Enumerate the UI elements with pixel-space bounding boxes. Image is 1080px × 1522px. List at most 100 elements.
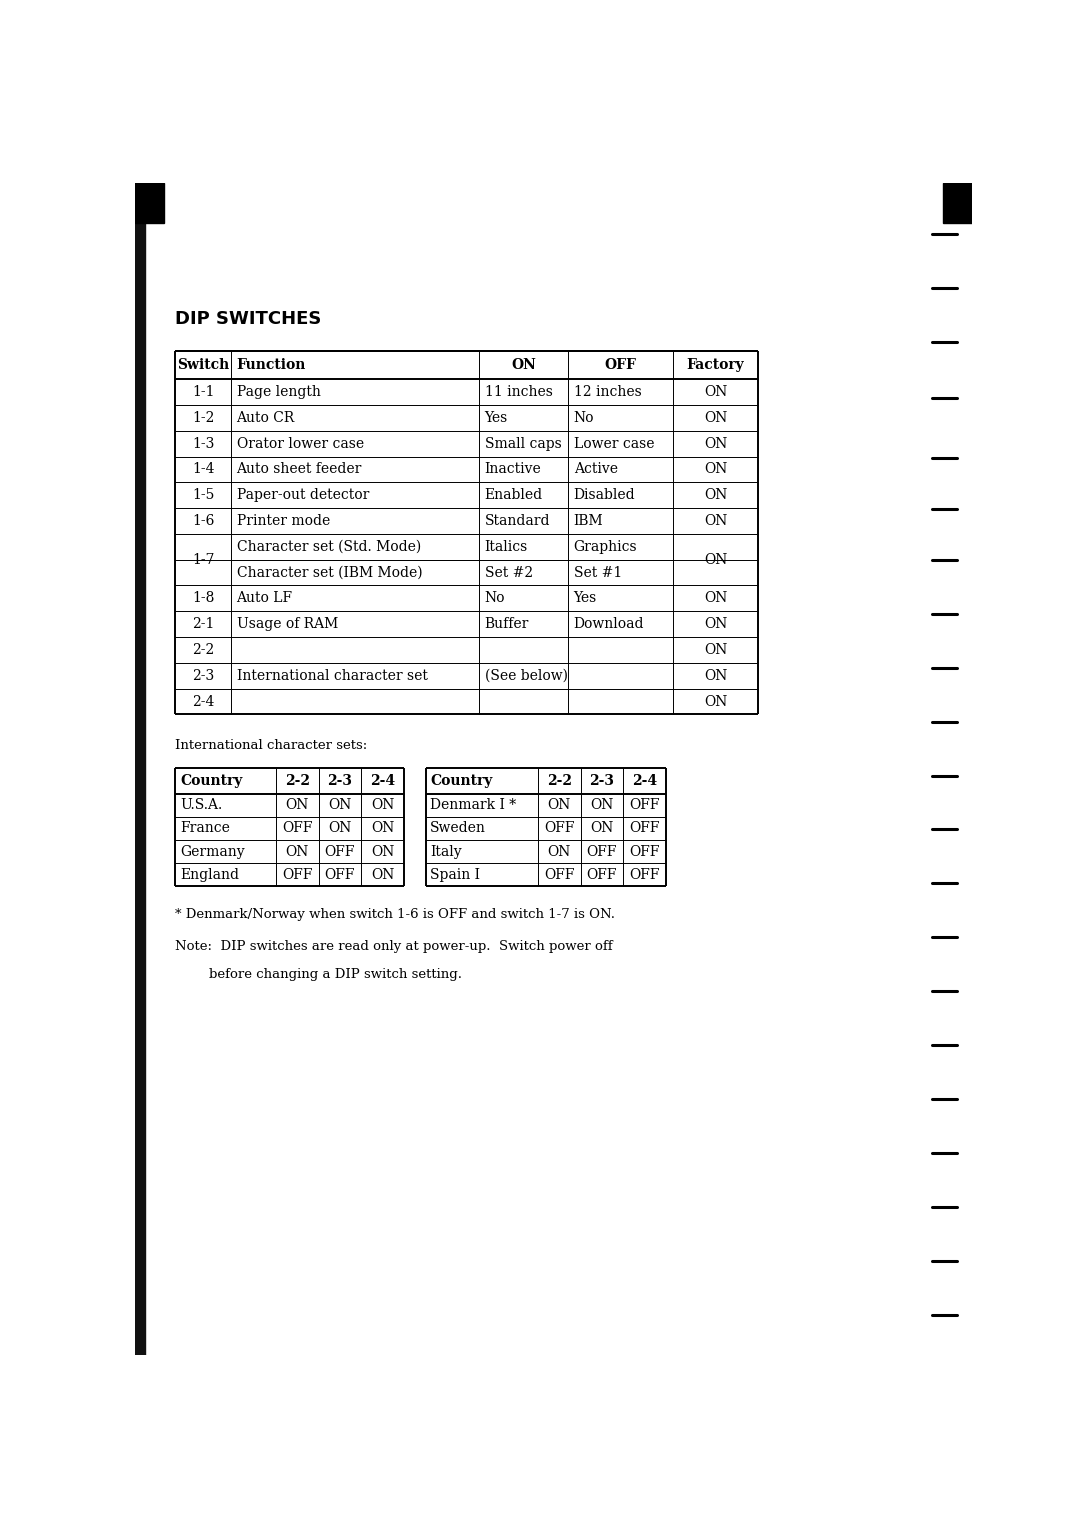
- Text: ON: ON: [704, 411, 727, 425]
- Text: Sweden: Sweden: [430, 822, 486, 836]
- Text: 1-6: 1-6: [192, 514, 215, 528]
- Text: Character set (Std. Mode): Character set (Std. Mode): [237, 540, 421, 554]
- Text: International character set: International character set: [237, 668, 428, 683]
- Text: 1-3: 1-3: [192, 437, 215, 451]
- Text: Usage of RAM: Usage of RAM: [237, 618, 338, 632]
- Text: Orator lower case: Orator lower case: [237, 437, 364, 451]
- Text: Set #2: Set #2: [485, 566, 532, 580]
- Text: 2-2: 2-2: [285, 775, 310, 788]
- Text: 1-4: 1-4: [192, 463, 215, 476]
- Text: 1-2: 1-2: [192, 411, 215, 425]
- Text: Germany: Germany: [180, 845, 244, 858]
- Text: Buffer: Buffer: [485, 618, 529, 632]
- Text: Page length: Page length: [237, 385, 321, 399]
- Text: England: England: [180, 868, 239, 881]
- Text: Active: Active: [573, 463, 618, 476]
- Text: ON: ON: [286, 799, 309, 813]
- Text: Graphics: Graphics: [573, 540, 637, 554]
- Text: 2-1: 2-1: [192, 618, 215, 632]
- Text: Download: Download: [573, 618, 644, 632]
- Text: OFF: OFF: [325, 868, 355, 881]
- Text: Printer mode: Printer mode: [237, 514, 329, 528]
- Text: 2-3: 2-3: [192, 668, 214, 683]
- Text: 1-8: 1-8: [192, 592, 215, 606]
- Text: Italy: Italy: [430, 845, 462, 858]
- Text: OFF: OFF: [544, 868, 575, 881]
- Text: France: France: [180, 822, 230, 836]
- Text: 1-5: 1-5: [192, 489, 215, 502]
- Text: ON: ON: [704, 489, 727, 502]
- Text: ON: ON: [704, 618, 727, 632]
- Text: Enabled: Enabled: [485, 489, 542, 502]
- Text: ON: ON: [370, 822, 394, 836]
- Text: OFF: OFF: [586, 868, 617, 881]
- Text: ON: ON: [704, 385, 727, 399]
- Text: ON: ON: [370, 868, 394, 881]
- Text: Lower case: Lower case: [573, 437, 654, 451]
- Text: OFF: OFF: [586, 845, 617, 858]
- Text: Small caps: Small caps: [485, 437, 562, 451]
- Text: ON: ON: [591, 799, 613, 813]
- Text: OFF: OFF: [630, 845, 660, 858]
- Text: Factory: Factory: [687, 358, 744, 373]
- Text: Auto sheet feeder: Auto sheet feeder: [237, 463, 362, 476]
- Text: Country: Country: [180, 775, 242, 788]
- Text: 2-2: 2-2: [546, 775, 571, 788]
- Text: No: No: [485, 592, 505, 606]
- Text: ON: ON: [511, 358, 536, 373]
- Text: 2-3: 2-3: [327, 775, 352, 788]
- Bar: [135, 183, 164, 222]
- Text: ON: ON: [370, 799, 394, 813]
- Text: ON: ON: [328, 799, 352, 813]
- Text: ON: ON: [704, 463, 727, 476]
- Text: Disabled: Disabled: [573, 489, 635, 502]
- Text: ON: ON: [704, 668, 727, 683]
- Text: Function: Function: [237, 358, 306, 373]
- Text: Denmark I *: Denmark I *: [430, 799, 516, 813]
- Text: ON: ON: [704, 437, 727, 451]
- Text: Switch: Switch: [177, 358, 229, 373]
- Text: Yes: Yes: [573, 592, 597, 606]
- Text: Inactive: Inactive: [485, 463, 541, 476]
- Text: Set #1: Set #1: [573, 566, 622, 580]
- Text: 11 inches: 11 inches: [485, 385, 552, 399]
- Text: OFF: OFF: [630, 868, 660, 881]
- Text: 12 inches: 12 inches: [573, 385, 642, 399]
- Text: OFF: OFF: [282, 868, 312, 881]
- Text: 1-7: 1-7: [192, 552, 215, 566]
- Text: before changing a DIP switch setting.: before changing a DIP switch setting.: [175, 968, 462, 980]
- Text: Character set (IBM Mode): Character set (IBM Mode): [237, 566, 422, 580]
- Text: 2-2: 2-2: [192, 642, 214, 658]
- Text: * Denmark/Norway when switch 1-6 is OFF and switch 1-7 is ON.: * Denmark/Norway when switch 1-6 is OFF …: [175, 907, 616, 921]
- Text: 2-4: 2-4: [370, 775, 395, 788]
- Text: 1-1: 1-1: [192, 385, 215, 399]
- Text: ON: ON: [591, 822, 613, 836]
- Text: Auto CR: Auto CR: [237, 411, 295, 425]
- Text: ON: ON: [286, 845, 309, 858]
- Text: IBM: IBM: [573, 514, 604, 528]
- Text: Spain I: Spain I: [430, 868, 481, 881]
- Text: No: No: [573, 411, 594, 425]
- Text: International character sets:: International character sets:: [175, 740, 367, 752]
- Text: OFF: OFF: [282, 822, 312, 836]
- Text: OFF: OFF: [630, 799, 660, 813]
- Text: DIP SWITCHES: DIP SWITCHES: [175, 310, 322, 327]
- Text: ON: ON: [370, 845, 394, 858]
- Text: ON: ON: [704, 592, 727, 606]
- Text: 2-4: 2-4: [632, 775, 657, 788]
- Text: ON: ON: [548, 799, 571, 813]
- Text: Yes: Yes: [485, 411, 508, 425]
- Bar: [943, 183, 972, 222]
- Text: 2-3: 2-3: [590, 775, 615, 788]
- Text: Italics: Italics: [485, 540, 528, 554]
- Text: (See below): (See below): [485, 668, 567, 683]
- Text: OFF: OFF: [630, 822, 660, 836]
- Text: ON: ON: [704, 694, 727, 709]
- Text: Country: Country: [430, 775, 492, 788]
- Text: ON: ON: [328, 822, 352, 836]
- Text: U.S.A.: U.S.A.: [180, 799, 222, 813]
- Text: Note:  DIP switches are read only at power-up.  Switch power off: Note: DIP switches are read only at powe…: [175, 941, 613, 953]
- Text: 2-4: 2-4: [192, 694, 215, 709]
- Text: Auto LF: Auto LF: [237, 592, 293, 606]
- Text: OFF: OFF: [605, 358, 636, 373]
